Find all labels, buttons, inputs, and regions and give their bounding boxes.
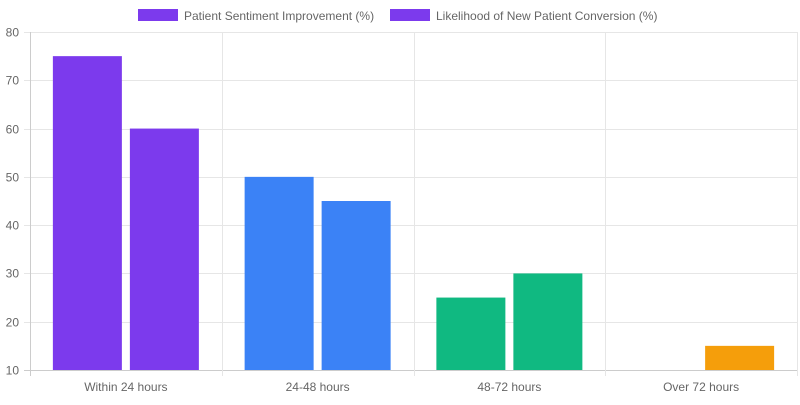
y-tick-label: 70 bbox=[6, 74, 20, 88]
legend-label: Patient Sentiment Improvement (%) bbox=[184, 9, 374, 23]
bar-conversion bbox=[129, 128, 199, 370]
bar-conversion bbox=[513, 273, 583, 370]
y-tick-label: 40 bbox=[6, 219, 20, 233]
x-tick-label: Within 24 hours bbox=[84, 380, 167, 394]
legend-swatch bbox=[390, 9, 430, 21]
y-tick-label: 10 bbox=[6, 364, 20, 378]
y-tick-label: 50 bbox=[6, 171, 20, 185]
axes: 10 20 30 40 50 60 70 80 Within 24 hours 24-48 hou… bbox=[6, 26, 740, 395]
x-tick-label: 24-48 hours bbox=[286, 380, 350, 394]
bar-sentiment bbox=[244, 176, 314, 370]
bar-conversion bbox=[705, 345, 775, 370]
legend: Patient Sentiment Improvement (%) Likelih… bbox=[138, 9, 657, 23]
bars bbox=[52, 56, 775, 371]
x-tick-label: 48-72 hours bbox=[477, 380, 541, 394]
legend-swatch bbox=[138, 9, 178, 21]
y-tick-label: 20 bbox=[6, 316, 20, 330]
y-tick-label: 60 bbox=[6, 123, 20, 137]
y-tick-label: 30 bbox=[6, 267, 20, 281]
y-tick-label: 80 bbox=[6, 26, 20, 40]
bar-sentiment bbox=[436, 297, 506, 370]
bar-conversion bbox=[321, 201, 391, 370]
x-tick-label: Over 72 hours bbox=[663, 380, 739, 394]
legend-label: Likelihood of New Patient Conversion (%) bbox=[436, 9, 657, 23]
bar-sentiment bbox=[52, 56, 122, 371]
